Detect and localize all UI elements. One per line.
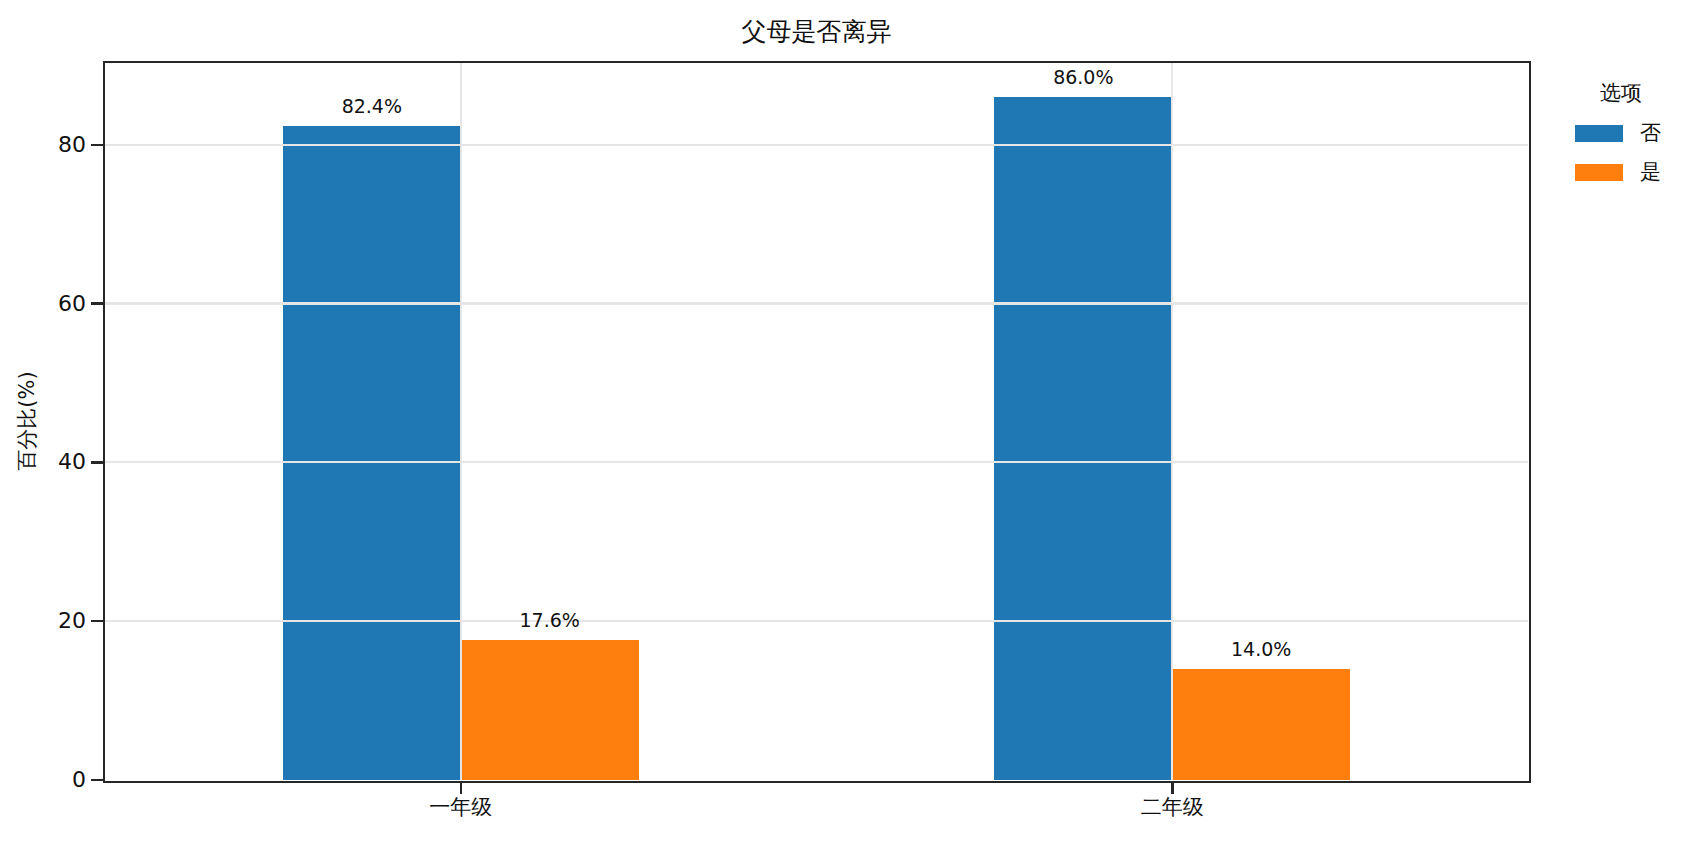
gridline-y-60 <box>105 302 1528 304</box>
x-tick-mark-0 <box>460 783 463 794</box>
bar-value-label-series1-cat1: 14.0% <box>1231 638 1291 660</box>
figure: 父母是否离异 百分比(%) 82.4%86.0%17.6%14.0% 02040… <box>0 0 1700 850</box>
legend-title: 选项 <box>1565 80 1677 106</box>
legend-item-label-0: 否 <box>1640 121 1661 145</box>
y-tick-mark-0 <box>91 779 103 782</box>
y-tick-mark-40 <box>91 461 103 464</box>
plot-area: 82.4% 86.0% 17.6% 14.0% <box>105 63 1528 780</box>
y-tick-mark-80 <box>91 144 103 147</box>
bar-series1-cat1 <box>1172 669 1350 780</box>
legend-item-1: 是 <box>1575 160 1677 184</box>
x-tick-label-1: 二年级 <box>1141 795 1204 819</box>
gridline-x-1 <box>1171 63 1173 780</box>
legend-items: 否是 <box>1565 121 1677 184</box>
legend-swatch-0 <box>1575 125 1623 142</box>
x-tick-mark-1 <box>1171 783 1174 794</box>
legend-item-0: 否 <box>1575 121 1677 145</box>
legend: 选项 否是 <box>1565 80 1677 184</box>
bar-series1-cat0 <box>461 640 639 780</box>
y-tick-label-40: 40 <box>26 450 86 474</box>
gridline-y-20 <box>105 620 1528 622</box>
y-tick-label-60: 60 <box>26 292 86 316</box>
x-tick-label-0: 一年级 <box>429 795 492 819</box>
bar-value-label-series1-cat0: 17.6% <box>520 609 580 631</box>
legend-swatch-1 <box>1575 164 1623 181</box>
bar-value-label-series0-cat0: 82.4% <box>342 95 402 117</box>
y-tick-label-20: 20 <box>26 609 86 633</box>
legend-item-label-1: 是 <box>1640 160 1661 184</box>
y-tick-label-80: 80 <box>26 133 86 157</box>
gridline-y-80 <box>105 144 1528 146</box>
bar-series0-cat0 <box>283 126 461 780</box>
gridline-y-40 <box>105 461 1528 463</box>
y-tick-label-0: 0 <box>26 768 86 792</box>
y-tick-mark-60 <box>91 302 103 305</box>
y-tick-mark-20 <box>91 620 103 623</box>
bar-series0-cat1 <box>994 97 1172 780</box>
gridline-x-0 <box>460 63 462 780</box>
bar-value-label-series0-cat1: 86.0% <box>1053 66 1113 88</box>
chart-title: 父母是否离异 <box>105 16 1528 48</box>
